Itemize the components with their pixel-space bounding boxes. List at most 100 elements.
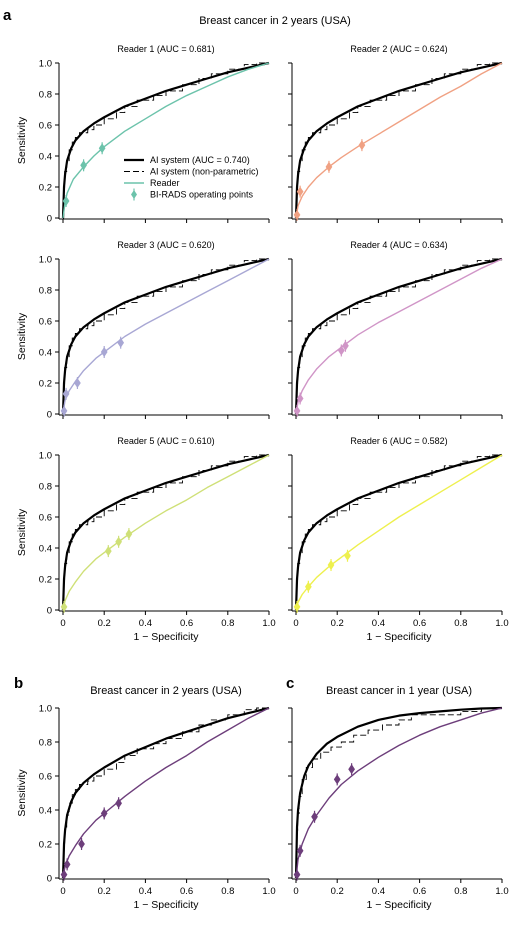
reader-curve: [62, 454, 270, 611]
birads-operating-point: [293, 869, 301, 880]
y-axis-label: Sensitivity: [16, 116, 28, 164]
birads-operating-point: [98, 143, 106, 154]
y-tick-label: 1.0: [39, 704, 52, 715]
ai-system-curve: [61, 453, 270, 611]
panel-title: Reader 5 (AUC = 0.610): [117, 436, 214, 446]
legend-entry: AI system (non-parametric): [150, 167, 259, 177]
reader-curve: [295, 454, 503, 611]
reader-curve: [62, 707, 270, 879]
panel-a-title: Breast cancer in 2 years (USA): [199, 15, 351, 27]
y-tick-label: 0.6: [39, 317, 52, 328]
panel-b: Breast cancer in 2 years (USA) 00 0.2 0.2 0.…: [16, 685, 276, 911]
birads-operating-point: [342, 340, 349, 351]
ai-nonparametric-curve: [63, 62, 269, 219]
ai-system-curve: [294, 61, 503, 219]
ai-system-curve: [294, 706, 503, 879]
ai-system-curve: [294, 453, 503, 611]
y-tick-label: 1.0: [39, 255, 52, 266]
birads-operating-point: [60, 405, 68, 416]
birads-operating-point: [333, 774, 341, 785]
panel-title: Reader 6 (AUC = 0.582): [350, 436, 447, 446]
ai-nonparametric-curve: [63, 258, 269, 415]
birads-operating-point: [100, 346, 108, 358]
legend: AI system (AUC = 0.740) AI system (non-pa…: [124, 155, 259, 201]
x-tick-label: 0.4: [372, 886, 385, 897]
panel-title: Breast cancer in 1 year (USA): [326, 685, 472, 697]
birads-operating-point: [304, 581, 312, 592]
ai-system-curve: [61, 257, 270, 415]
birads-operating-point: [293, 209, 301, 220]
birads-operating-point: [296, 845, 304, 856]
birads-operating-point: [296, 393, 304, 404]
y-tick-label: 0.8: [39, 738, 52, 749]
legend-entry: Reader: [150, 178, 180, 188]
x-tick-label: 0: [60, 618, 65, 629]
y-tick-label: 0.4: [39, 152, 52, 163]
reader-curve: [62, 258, 270, 415]
legend-entry: AI system (AUC = 0.740): [150, 155, 250, 165]
x-tick-label: 0.2: [331, 886, 344, 897]
y-tick-label: 0.8: [39, 286, 52, 297]
birads-operating-point: [60, 869, 68, 880]
birads-operating-point: [104, 546, 112, 557]
panel-a1: Reader 1 (AUC = 0.681) 0 0.2 0.4 0.6 0.8 1.0 Se…: [16, 44, 270, 225]
birads-operating-point: [293, 405, 301, 416]
x-tick-label: 0.4: [372, 618, 385, 629]
panel-title: Breast cancer in 2 years (USA): [90, 685, 242, 697]
y-tick-label: 0: [47, 214, 52, 225]
panel-c: Breast cancer in 1 year (USA) 0 0.2 0.4 0.6 0…: [288, 685, 509, 911]
x-tick-label: 1.0: [495, 886, 508, 897]
birads-operating-point: [348, 764, 355, 775]
plot-grid: Reader 1 (AUC = 0.681) 0 0.2 0.4 0.6 0.8 1.0 Se…: [16, 44, 509, 911]
birads-operating-point: [293, 601, 301, 612]
birads-operating-point: [80, 160, 87, 171]
birads-operating-point: [74, 377, 81, 389]
y-tick-label: 1.0: [39, 451, 52, 462]
birads-operating-point: [327, 560, 335, 571]
y-axis-label: Sensitivity: [16, 312, 28, 360]
birads-operating-point: [344, 550, 351, 561]
x-tick-label: 0.4: [139, 886, 152, 897]
panel-a5: Reader 5 (AUC = 0.610) 00 0.2 0.2 0.4 0.4 0.6 0…: [16, 436, 276, 643]
x-tick-label: 0: [60, 886, 65, 897]
x-tick-label: 0.2: [98, 886, 111, 897]
y-tick-label: 0.6: [39, 513, 52, 524]
y-tick-label: 0.2: [39, 840, 52, 851]
birads-operating-point: [296, 186, 304, 197]
birads-operating-point: [78, 838, 85, 850]
x-tick-label: 0: [293, 886, 298, 897]
x-tick-label: 0: [293, 618, 298, 629]
birads-operating-point: [125, 529, 133, 540]
x-tick-label: 0.8: [454, 618, 467, 629]
x-tick-label: 0.6: [180, 618, 193, 629]
legend-entry: BI-RADS operating points: [150, 190, 254, 200]
y-tick-label: 0.8: [39, 482, 52, 493]
y-tick-label: 0.4: [39, 806, 52, 817]
panel-title: Reader 2 (AUC = 0.624): [350, 44, 447, 54]
x-tick-label: 1.0: [262, 618, 275, 629]
x-tick-label: 0.8: [221, 886, 234, 897]
ai-nonparametric-curve: [296, 454, 502, 611]
x-tick-label: 0.2: [98, 618, 111, 629]
panel-title: Reader 3 (AUC = 0.620): [117, 240, 214, 250]
panel-a2: Reader 2 (AUC = 0.624): [288, 44, 503, 223]
birads-operating-point: [100, 808, 108, 819]
x-axis-label: 1 − Specificity: [133, 899, 199, 911]
ai-nonparametric-curve: [296, 707, 502, 879]
ai-nonparametric-curve: [296, 62, 502, 219]
x-tick-label: 0.8: [454, 886, 467, 897]
ai-nonparametric-curve: [63, 707, 269, 879]
y-tick-label: 0: [47, 874, 52, 885]
reader-curve: [295, 62, 503, 219]
birads-operating-point: [117, 337, 125, 348]
birads-operating-point: [311, 811, 318, 822]
birads-operating-point: [358, 140, 366, 151]
birads-operating-point: [63, 859, 71, 870]
panel-c-letter: c: [286, 675, 294, 692]
x-tick-label: 1.0: [262, 886, 275, 897]
birads-operating-point: [60, 601, 68, 612]
y-tick-label: 0.2: [39, 183, 52, 194]
panel-b-letter: b: [14, 675, 23, 692]
birads-operating-point: [325, 161, 333, 172]
birads-operating-point: [115, 798, 122, 809]
